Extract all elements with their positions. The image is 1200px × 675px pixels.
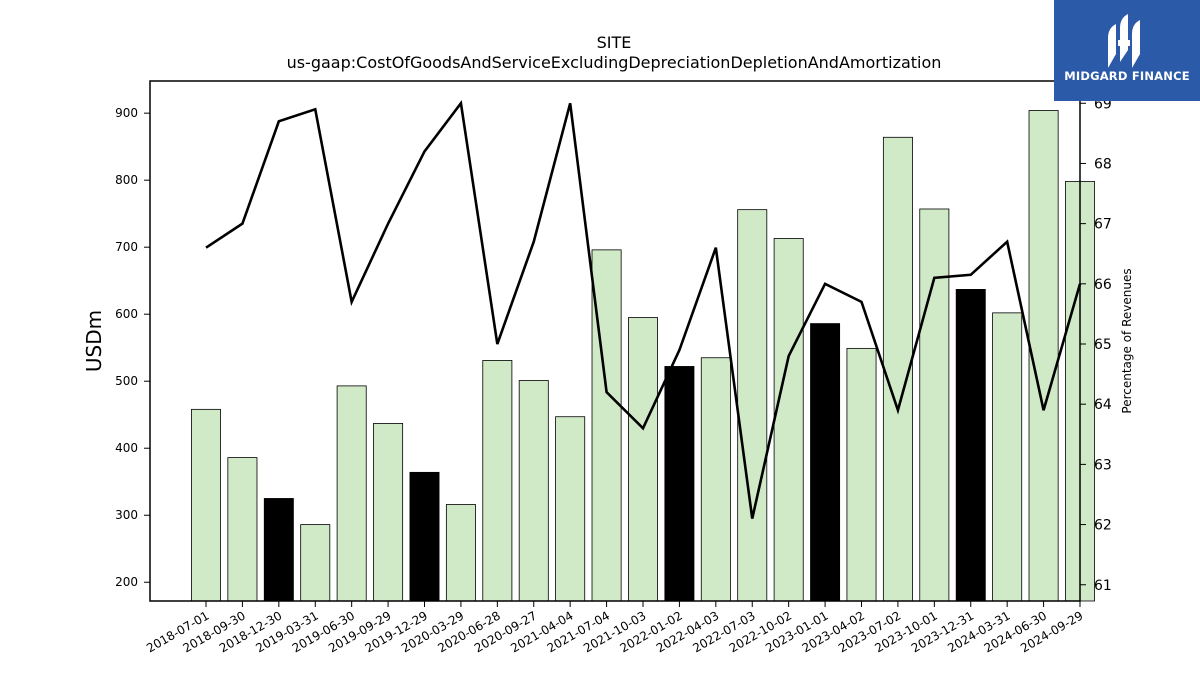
bar-2022-01-02 bbox=[664, 366, 695, 602]
bar-series bbox=[191, 110, 1095, 602]
y2-tick-label: 62 bbox=[1094, 518, 1112, 534]
y2-tick-label: 61 bbox=[1094, 578, 1112, 594]
bar-2023-07-02 bbox=[882, 136, 913, 602]
plot-frame bbox=[149, 80, 1081, 602]
bar-2018-09-30 bbox=[227, 457, 258, 602]
y2-tick-label: 68 bbox=[1094, 156, 1112, 172]
y-tick-label: 900 bbox=[115, 106, 138, 120]
y-axis: 200 300 400 500 600 700 800 900 bbox=[115, 106, 150, 589]
y-tick-label: 600 bbox=[115, 307, 138, 321]
bar-2022-07-03 bbox=[737, 209, 768, 602]
bar-2023-01-01 bbox=[810, 323, 841, 602]
y-axis-label: USDm bbox=[82, 310, 106, 372]
y2-tick-label: 66 bbox=[1094, 277, 1112, 293]
line-series bbox=[205, 100, 1082, 519]
y2-tick-label: 63 bbox=[1094, 457, 1112, 473]
bar-2019-03-31 bbox=[300, 524, 331, 602]
bar-2019-12-29 bbox=[409, 471, 440, 602]
chart-subtitle: us-gaap:CostOfGoodsAndServiceExcludingDe… bbox=[287, 53, 942, 72]
bar-2018-07-01 bbox=[191, 408, 221, 602]
y-tick-label: 300 bbox=[115, 508, 138, 522]
bar-2024-03-31 bbox=[992, 312, 1023, 602]
bar-2019-06-30 bbox=[336, 385, 367, 602]
y2-axis-label: Percentage of Revenues bbox=[1120, 268, 1134, 413]
bar-2022-10-02 bbox=[773, 238, 804, 602]
bar-2024-06-30 bbox=[1028, 110, 1059, 602]
bar-2020-09-27 bbox=[518, 380, 549, 602]
percentage-line bbox=[205, 100, 1082, 519]
bar-2023-12-31 bbox=[955, 289, 986, 602]
bar-2021-10-03 bbox=[628, 317, 658, 602]
bar-2020-03-29 bbox=[445, 504, 476, 602]
bar-2023-04-02 bbox=[846, 347, 877, 602]
bar-2020-06-28 bbox=[482, 360, 513, 602]
bar-2021-04-04 bbox=[555, 416, 586, 602]
y2-tick-label: 65 bbox=[1094, 337, 1112, 353]
bar-2023-10-01 bbox=[919, 208, 950, 602]
y2-tick-label: 67 bbox=[1094, 217, 1112, 233]
logo-mark-icon bbox=[1108, 14, 1140, 68]
y-tick-label: 700 bbox=[115, 240, 138, 254]
y-tick-label: 500 bbox=[115, 374, 138, 388]
logo-text: MIDGARD FINANCE bbox=[1064, 69, 1190, 83]
y-tick-label: 800 bbox=[115, 173, 138, 187]
bar-2019-09-29 bbox=[373, 423, 404, 602]
y-tick-label: 200 bbox=[115, 575, 138, 589]
chart-title: SITE bbox=[597, 33, 632, 52]
y-tick-label: 400 bbox=[115, 441, 138, 455]
midgard-finance-logo: MIDGARD FINANCE bbox=[1054, 0, 1200, 101]
y2-tick-label: 64 bbox=[1094, 397, 1112, 413]
bar-2022-04-03 bbox=[700, 357, 731, 602]
x-axis: 2018-07-012018-09-302018-12-302019-03-31… bbox=[144, 601, 1086, 655]
bar-2018-12-30 bbox=[263, 498, 294, 602]
